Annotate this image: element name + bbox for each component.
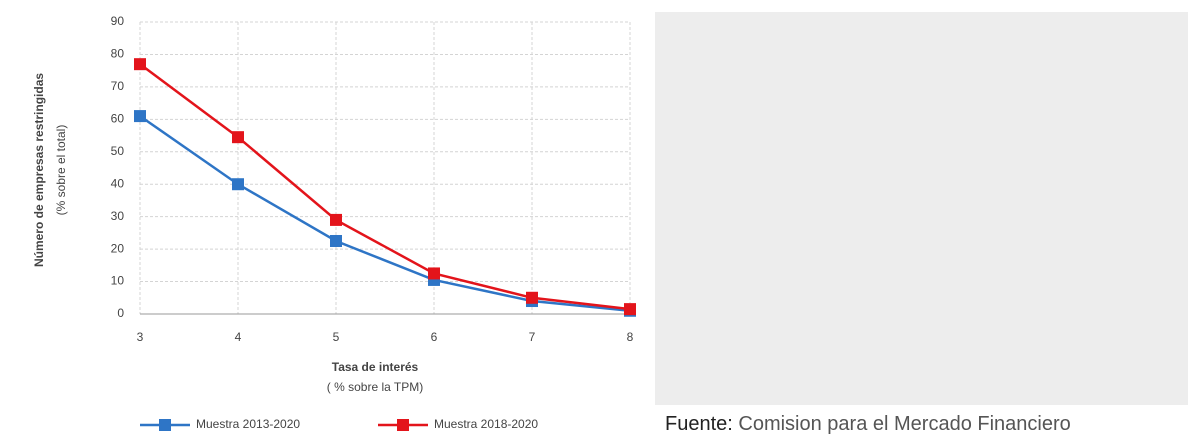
y-axis-subtitle: (% sobre el total) — [54, 125, 68, 216]
y-tick-label: 20 — [111, 241, 125, 255]
y-axis-title: Número de empresas restringidas — [32, 73, 46, 267]
x-tick-label: 6 — [431, 330, 438, 344]
y-tick-label: 0 — [117, 306, 124, 320]
data-point — [232, 178, 244, 191]
x-tick-label: 3 — [137, 330, 144, 344]
x-axis-subtitle: ( % sobre la TPM) — [327, 380, 423, 394]
data-point — [232, 131, 244, 144]
legend-marker — [159, 419, 171, 431]
source: Fuente: Comision para el Mercado Financi… — [665, 413, 1071, 435]
x-axis-title: Tasa de interés — [332, 360, 419, 374]
y-tick-label: 80 — [111, 47, 125, 61]
y-tick-label: 90 — [111, 14, 125, 28]
y-tick-label: 70 — [111, 79, 125, 93]
x-tick-label: 8 — [627, 330, 634, 344]
data-point — [330, 213, 342, 226]
data-point — [526, 291, 538, 304]
source-label: Fuente: — [665, 413, 733, 435]
y-tick-label: 10 — [111, 274, 125, 288]
y-tick-label: 50 — [111, 144, 125, 158]
x-tick-label: 7 — [529, 330, 536, 344]
data-point — [134, 58, 146, 71]
y-tick-label: 60 — [111, 112, 125, 126]
legend-label: Muestra 2018-2020 — [434, 417, 538, 431]
background-image — [655, 12, 1188, 405]
series-line — [139, 115, 631, 312]
data-point — [330, 235, 342, 247]
x-tick-label: 5 — [333, 330, 340, 344]
source-text: Comision para el Mercado Financiero — [738, 413, 1070, 435]
series-line — [139, 63, 631, 311]
legend-label: Muestra 2013-2020 — [196, 417, 300, 431]
y-tick-label: 40 — [111, 176, 125, 190]
data-point — [134, 110, 146, 123]
data-point — [428, 267, 440, 280]
y-tick-label: 30 — [111, 209, 125, 223]
data-point — [624, 303, 636, 316]
legend-marker — [397, 419, 409, 431]
x-tick-label: 4 — [235, 330, 242, 344]
